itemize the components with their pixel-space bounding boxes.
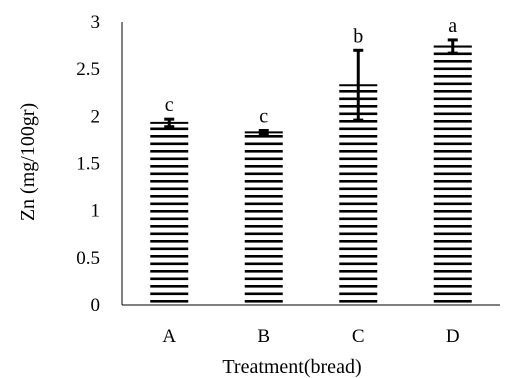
- y-tick-label: 3: [91, 12, 101, 33]
- significance-letter-B: c: [259, 105, 268, 127]
- x-tick-label-D: D: [446, 326, 460, 347]
- y-tick-label: 0: [91, 295, 101, 316]
- bar-A: [150, 122, 189, 305]
- y-tick-label: 2: [91, 106, 101, 127]
- significance-letter-D: a: [448, 15, 457, 37]
- y-axis-title: Zn (mg/100gr): [17, 103, 39, 221]
- significance-letter-C: b: [353, 25, 363, 47]
- y-tick-label: 1: [91, 201, 101, 222]
- bar-D: [433, 46, 472, 305]
- y-tick-label: 2.5: [76, 59, 100, 80]
- y-tick-label: 1.5: [76, 154, 100, 175]
- bar-C: [339, 85, 378, 305]
- x-tick-label-A: A: [162, 326, 176, 347]
- y-tick-label: 0.5: [76, 248, 100, 269]
- x-tick-label-B: B: [257, 326, 270, 347]
- bar-B: [244, 132, 283, 305]
- x-tick-label-C: C: [352, 326, 365, 347]
- x-axis-title: Treatment(bread): [222, 356, 361, 378]
- significance-letter-A: c: [165, 94, 174, 116]
- plot-area: 0 0.5 1 1.5 2 2.5 3 c Ac Bb Ca D: [76, 12, 500, 347]
